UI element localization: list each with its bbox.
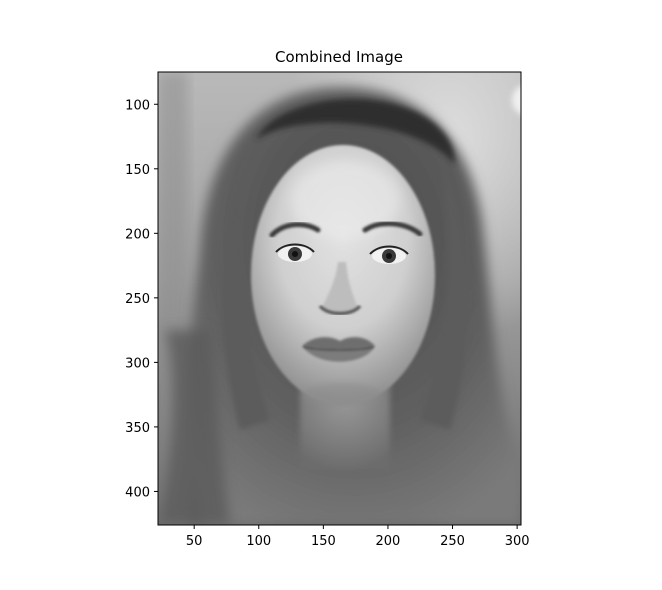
x-tick-label: 250 [440,534,465,549]
lips [302,337,375,362]
eyes [275,243,409,264]
plot-frame [157,71,522,526]
x-tick-label: 50 [186,534,203,549]
x-tick-label: 100 [246,534,271,549]
y-tick-label: 350 [125,421,150,436]
y-axis-ticks: 100 150 200 250 300 350 400 [125,98,158,500]
y-tick-label: 300 [125,356,150,371]
y-tick-label: 200 [125,227,150,242]
y-tick-label: 100 [125,98,150,113]
figure-title: Combined Image [275,48,403,66]
y-tick-label: 400 [125,485,150,500]
x-axis-ticks: 50 100 150 200 250 300 [186,525,530,549]
portrait-image [158,72,521,525]
x-tick-label: 150 [311,534,336,549]
y-tick-label: 250 [125,292,150,307]
y-tick-label: 150 [125,163,150,178]
x-tick-label: 200 [376,534,401,549]
x-tick-label: 300 [505,534,530,549]
